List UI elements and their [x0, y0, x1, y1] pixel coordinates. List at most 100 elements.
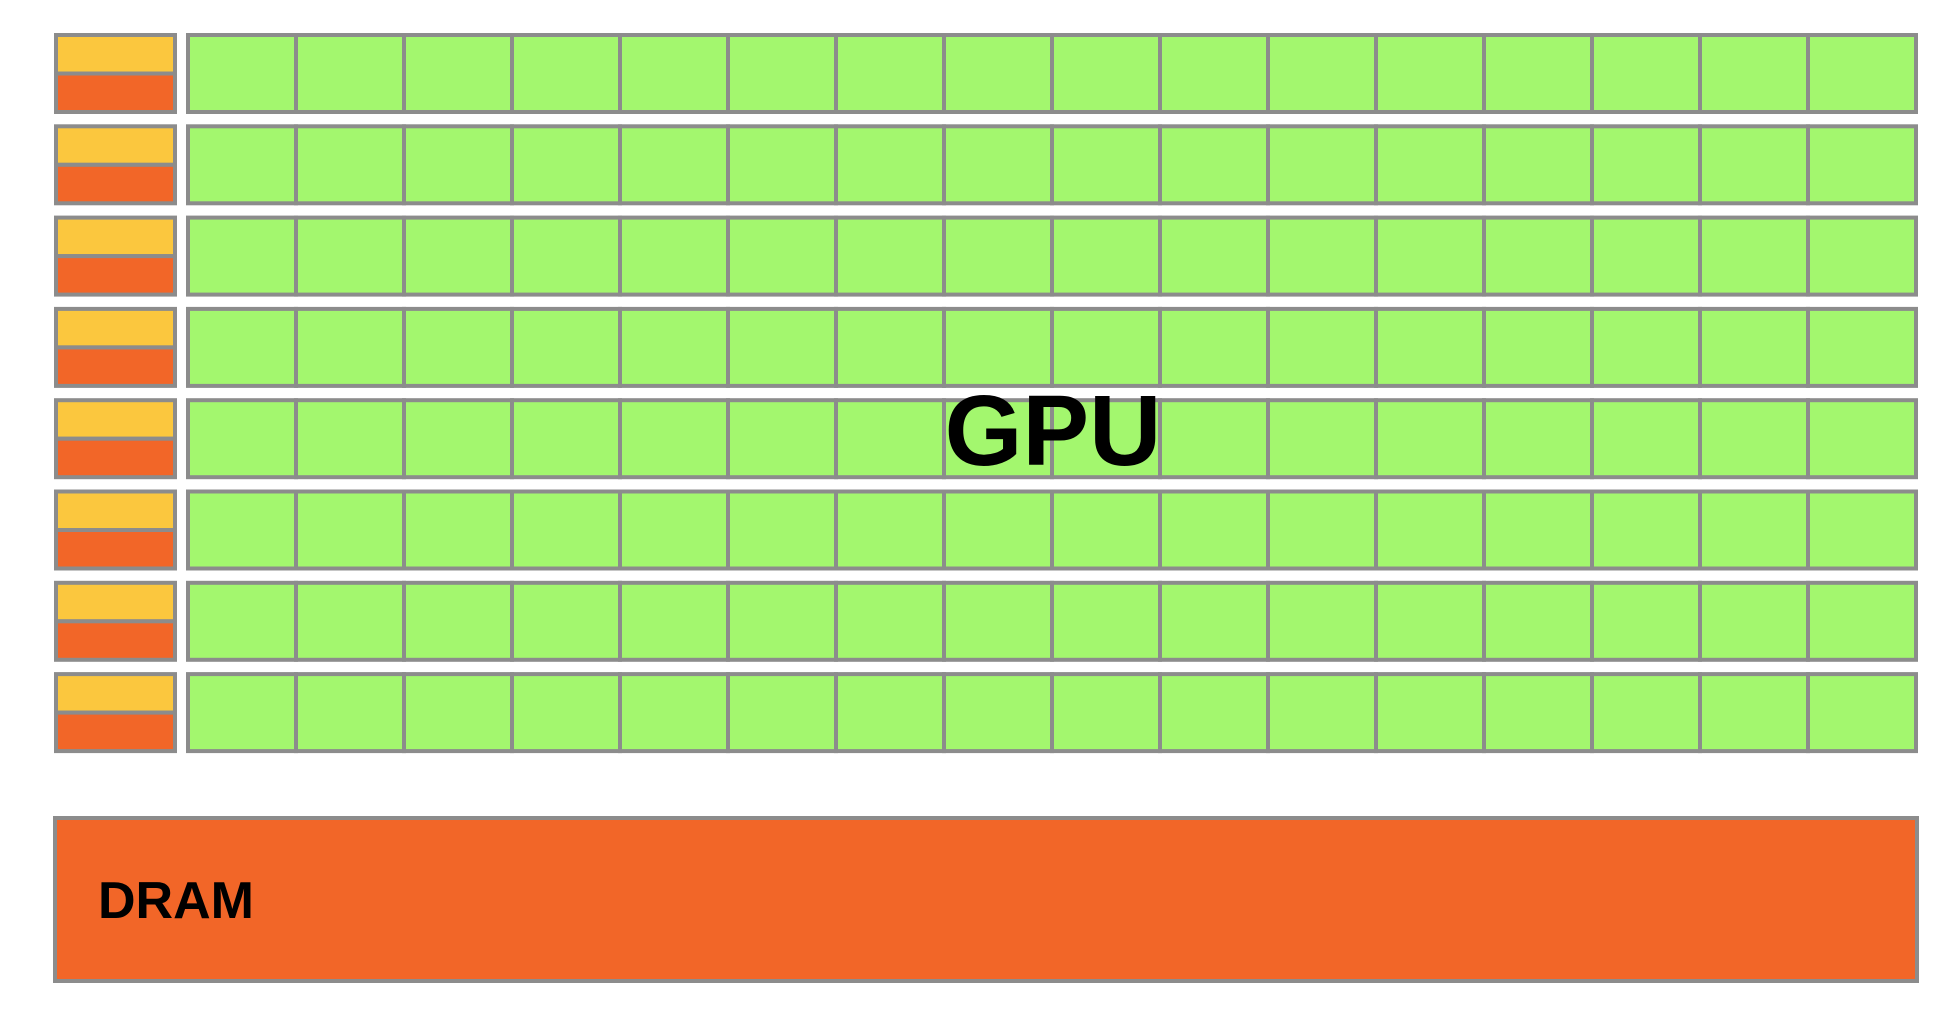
alu-core: [1266, 306, 1378, 388]
alu-core: [834, 489, 946, 571]
alu-core: [618, 580, 730, 662]
alu-core: [1266, 33, 1378, 114]
alu-core: [834, 672, 946, 754]
alu-core: [1590, 580, 1702, 662]
alu-core: [1050, 124, 1162, 206]
sm-row: [54, 398, 1918, 480]
alu-core: [1698, 398, 1810, 480]
alu-core: [510, 215, 622, 297]
alu-core: [726, 672, 838, 754]
streaming-multiprocessor-rows: [54, 33, 1918, 754]
alu-core: [1158, 489, 1270, 571]
alu-core: [186, 124, 298, 206]
alu-core: [1374, 215, 1486, 297]
alu-core: [942, 215, 1054, 297]
alu-core: [1698, 306, 1810, 388]
alu-core: [1374, 306, 1486, 388]
alu-core: [834, 306, 946, 388]
alu-core: [402, 672, 514, 754]
dram-label: DRAM: [98, 872, 254, 930]
alu-core: [1482, 215, 1594, 297]
alu-core: [1806, 489, 1918, 571]
control-unit: [54, 580, 177, 624]
alu-core: [1158, 672, 1270, 754]
alu-core: [1158, 398, 1270, 480]
sm-row: [54, 672, 1918, 754]
alu-core: [1698, 124, 1810, 206]
alu-core: [726, 124, 838, 206]
alu-core: [402, 489, 514, 571]
alu-core: [186, 580, 298, 662]
alu-core: [1482, 398, 1594, 480]
alu-core: [942, 398, 1054, 480]
alu-core: [618, 489, 730, 571]
alu-core: [186, 33, 298, 114]
alu-core: [726, 306, 838, 388]
alu-core: [942, 306, 1054, 388]
alu-core: [1050, 489, 1162, 571]
alu-core: [1266, 580, 1378, 662]
alu-core: [186, 398, 298, 480]
alu-core: [510, 33, 622, 114]
control-unit: [54, 124, 177, 167]
alu-core: [834, 398, 946, 480]
alu-core: [510, 672, 622, 754]
alu-core: [1806, 672, 1918, 754]
alu-core: [618, 398, 730, 480]
control-unit: [54, 398, 177, 441]
alu-core: [1806, 33, 1918, 114]
alu-core: [294, 306, 406, 388]
control-unit: [54, 33, 177, 76]
cache-unit: [54, 254, 177, 297]
alu-core: [942, 33, 1054, 114]
alu-core: [1590, 489, 1702, 571]
alu-core: [726, 215, 838, 297]
cache-unit: [54, 345, 177, 388]
alu-core: [618, 215, 730, 297]
alu-core: [1050, 33, 1162, 114]
alu-core: [834, 124, 946, 206]
alu-core: [294, 33, 406, 114]
sm-row: [54, 215, 1918, 297]
alu-core: [510, 580, 622, 662]
alu-core: [1698, 489, 1810, 571]
alu-core: [1482, 306, 1594, 388]
alu-core: [1698, 215, 1810, 297]
alu-core: [294, 215, 406, 297]
control-unit: [54, 489, 177, 532]
alu-core: [510, 124, 622, 206]
alu-core: [510, 489, 622, 571]
alu-core: [1266, 398, 1378, 480]
alu-core: [294, 489, 406, 571]
cache-unit: [54, 71, 177, 114]
alu-core: [834, 215, 946, 297]
cache-unit: [54, 710, 177, 754]
alu-core: [1266, 672, 1378, 754]
alu-core: [186, 489, 298, 571]
alu-core: [1590, 398, 1702, 480]
alu-core: [1374, 124, 1486, 206]
gpu-label: GPU: [945, 375, 1162, 487]
alu-core: [402, 306, 514, 388]
alu-core: [1158, 306, 1270, 388]
alu-core: [1590, 215, 1702, 297]
sm-row: [54, 489, 1918, 571]
alu-core: [942, 580, 1054, 662]
alu-core: [1050, 672, 1162, 754]
alu-core: [1050, 580, 1162, 662]
alu-core: [402, 398, 514, 480]
alu-core: [1374, 672, 1486, 754]
alu-core: [402, 580, 514, 662]
alu-core: [1482, 124, 1594, 206]
alu-core: [1482, 33, 1594, 114]
alu-core: [1806, 580, 1918, 662]
alu-core: [186, 672, 298, 754]
alu-core: [1158, 124, 1270, 206]
alu-core: [1266, 215, 1378, 297]
alu-core: [1698, 33, 1810, 114]
sm-row: [54, 124, 1918, 206]
alu-core: [1482, 672, 1594, 754]
alu-core: [1374, 580, 1486, 662]
alu-core: [294, 398, 406, 480]
alu-core: [726, 489, 838, 571]
